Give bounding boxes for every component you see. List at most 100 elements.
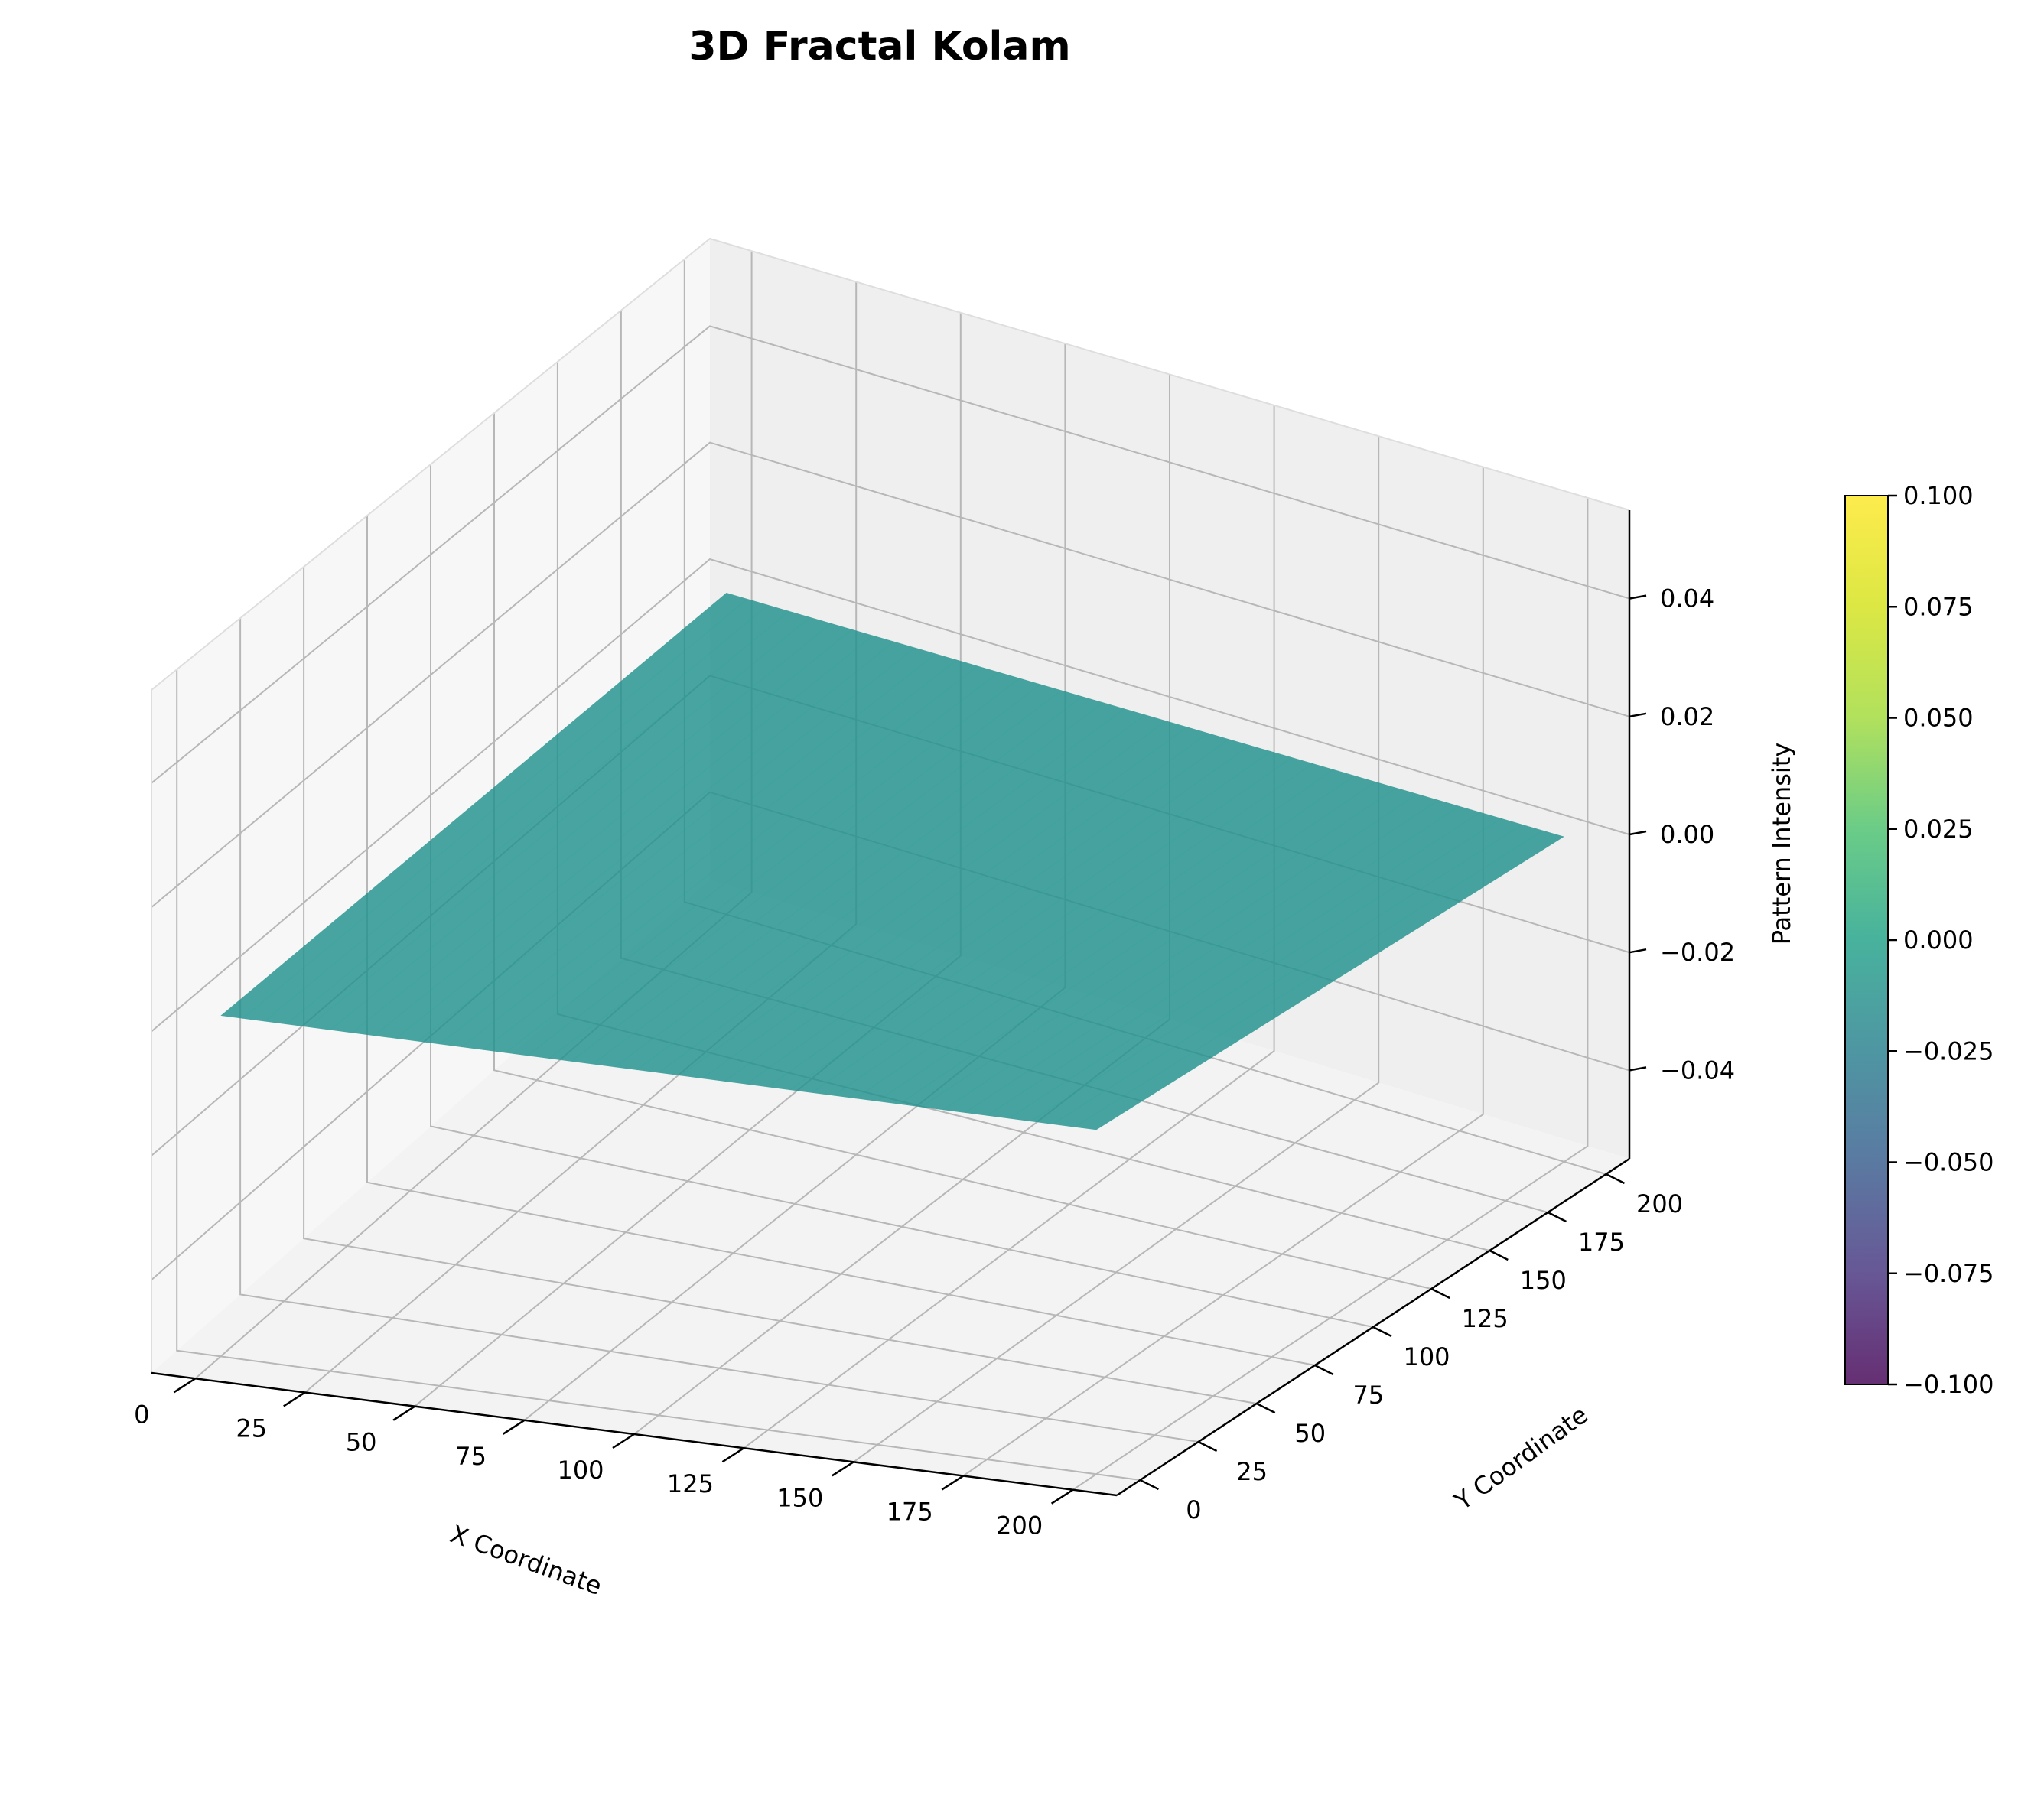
x-tick-label: 125: [667, 1469, 714, 1498]
surface-plane: [220, 593, 1564, 1130]
surface-mesh-line: [1052, 824, 1523, 1125]
y-tick: [1372, 1326, 1392, 1338]
grid-line-x: [743, 405, 1275, 1449]
y-tick: [1430, 1287, 1450, 1300]
surface-mesh-line: [242, 598, 748, 1020]
colorbar-tick-label: −0.075: [1903, 1259, 1994, 1288]
y-tick-label: 150: [1520, 1266, 1567, 1295]
z-tick-label: 0.02: [1660, 702, 1714, 731]
y-tick-label: 0: [1186, 1495, 1201, 1524]
x-tick-label: 0: [134, 1400, 149, 1429]
surface-mesh-line: [1074, 830, 1544, 1127]
grid-line-x: [853, 436, 1380, 1463]
x-tick: [502, 1419, 526, 1435]
surface-mesh-line: [592, 696, 1083, 1065]
x-tick-label: 150: [776, 1483, 823, 1512]
x-tick: [1050, 1488, 1074, 1505]
colorbar-tick-label: −0.025: [1903, 1036, 1994, 1065]
x-tick-label: 75: [455, 1442, 487, 1471]
x-tick: [941, 1475, 964, 1491]
surface-mesh-line: [986, 805, 1460, 1117]
x-tick-label: 200: [996, 1511, 1043, 1540]
surface-mesh-line: [614, 702, 1104, 1068]
surface-mesh-line: [920, 787, 1398, 1108]
surface-mesh-line: [417, 647, 916, 1042]
y-tick: [1256, 1402, 1276, 1414]
x-tick-label: 50: [346, 1428, 377, 1457]
x-tick: [283, 1391, 306, 1407]
grid-line-y: [430, 464, 1374, 1328]
colorbar-tick-label: 0.050: [1903, 704, 1974, 733]
surface-mesh-line: [285, 610, 790, 1025]
colorbar: −0.100 −0.075 −0.050 −0.025 0.000 0.025 0.050 0…: [1844, 481, 1994, 1399]
colorbar-gradient: [1844, 495, 1889, 1385]
y-tick: [1489, 1249, 1509, 1261]
tick-marks: 0 25 50 75 100 125 150 175 200 0 25 50 75 100 125 150 17…: [134, 584, 1735, 1540]
surface-mesh-line: [1030, 818, 1502, 1122]
y-tick-label: 25: [1236, 1457, 1268, 1486]
surface-mesh-line: [658, 714, 1146, 1073]
surface-mesh-line: [855, 769, 1334, 1099]
colorbar-tick-label: 0.025: [1903, 815, 1974, 844]
x-tick: [832, 1461, 854, 1477]
y-tick-label: 50: [1294, 1419, 1326, 1448]
surface-mesh-line: [701, 726, 1188, 1079]
x-tick: [612, 1433, 635, 1449]
y-tick: [1198, 1440, 1218, 1453]
surface-mesh-line: [1008, 812, 1481, 1119]
colorbar-tick-label: −0.050: [1903, 1148, 1994, 1177]
x-tick: [721, 1447, 745, 1463]
x-axis-label: X Coordinate: [447, 1519, 606, 1601]
grid-line-z: [151, 558, 1630, 1033]
z-tick-label: 0.00: [1660, 820, 1714, 849]
grid-line-y: [303, 567, 1257, 1404]
grid-line-y: [176, 669, 1141, 1481]
z-tick-label: −0.02: [1660, 938, 1735, 967]
surface-mesh-line: [395, 641, 894, 1039]
z-tick: [1629, 830, 1647, 836]
y-tick: [1139, 1479, 1160, 1491]
y-axis-label: Y Coordinate: [1449, 1400, 1593, 1516]
y-tick: [1547, 1211, 1567, 1223]
z-tick: [1629, 948, 1647, 954]
surface-mesh-line: [767, 744, 1251, 1088]
grid-line-z: [151, 441, 1630, 908]
surface-mesh-line: [899, 781, 1376, 1105]
surface-plot: [220, 593, 1564, 1130]
surface-mesh-line: [373, 635, 874, 1036]
y-tick-label: 200: [1636, 1189, 1683, 1218]
surface-mesh-line: [811, 756, 1293, 1094]
y-tick-label: 100: [1403, 1342, 1450, 1371]
chart-title: 3D Fractal Kolam: [688, 24, 1070, 70]
grid-line-x: [1072, 497, 1589, 1491]
x-tick: [173, 1378, 197, 1394]
z-tick: [1629, 1066, 1647, 1072]
surface-mesh-line: [483, 665, 978, 1051]
floor-pane: [151, 880, 1629, 1495]
surface-mesh-line: [965, 799, 1439, 1114]
x-tick-label: 100: [557, 1456, 604, 1485]
surface-mesh-line: [833, 763, 1313, 1096]
y-tick-label: 75: [1353, 1381, 1385, 1410]
colorbar-tick-label: 0.100: [1903, 481, 1974, 510]
surface-mesh-line: [439, 653, 936, 1045]
surface-mesh-line: [308, 616, 811, 1028]
surface-mesh-line: [724, 732, 1209, 1082]
colorbar-tick-label: 0.000: [1903, 926, 1974, 955]
surface-mesh-line: [680, 720, 1167, 1076]
surface-mesh-line: [351, 629, 853, 1033]
colorbar-tick-label: −0.100: [1903, 1370, 1994, 1399]
surface-mesh-line: [877, 775, 1356, 1102]
z-tick-label: 0.04: [1660, 584, 1714, 613]
y-tick-label: 125: [1462, 1304, 1509, 1333]
surface-mesh-line: [461, 659, 958, 1048]
grid-line-y: [493, 413, 1432, 1290]
surface-mesh-line: [942, 793, 1418, 1111]
surface-mesh-line: [636, 708, 1125, 1071]
y-tick: [1605, 1173, 1626, 1185]
z-tick: [1629, 594, 1647, 600]
x-tick-label: 175: [887, 1498, 933, 1527]
surface-mesh-line: [548, 684, 1041, 1059]
z-tick-label: −0.04: [1660, 1056, 1735, 1085]
